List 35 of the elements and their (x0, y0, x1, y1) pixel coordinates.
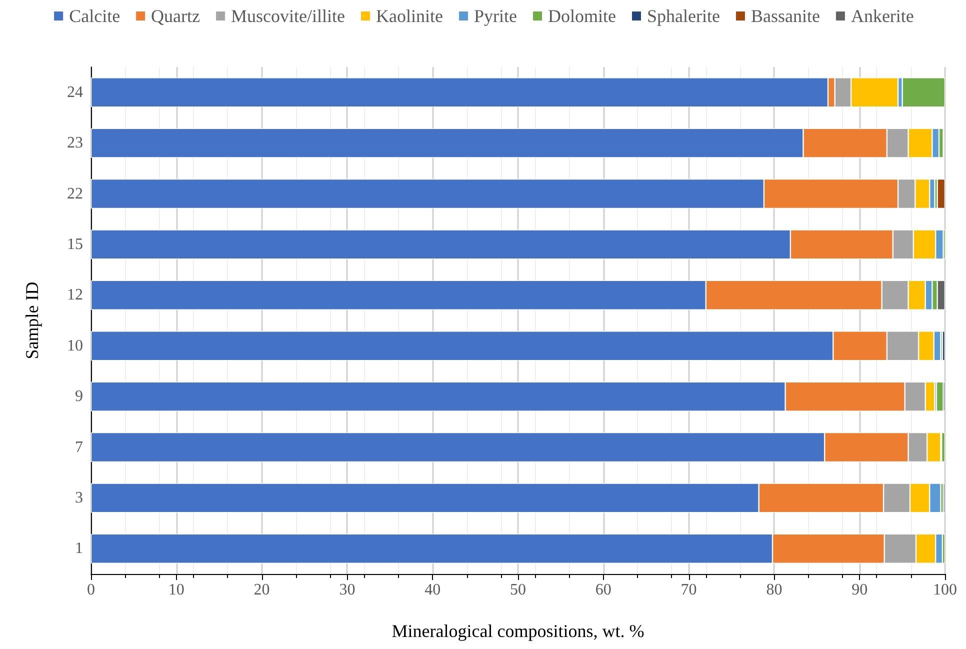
x-axis-title: Mineralogical compositions, wt. % (392, 621, 644, 641)
legend-label: Quartz (151, 6, 200, 26)
legend-label: Ankerite (850, 6, 914, 26)
legend-label: Bassanite (750, 6, 820, 26)
x-tick-label: 0 (87, 582, 95, 598)
bar (937, 179, 945, 208)
y-tick-label: 12 (67, 286, 83, 304)
x-tick-label: 60 (595, 582, 612, 598)
y-tick-label: 9 (75, 388, 83, 406)
legend-label: Kaolinite (376, 6, 444, 26)
legend-label: Calcite (69, 6, 120, 26)
legend-label: Sphalerite (646, 6, 720, 26)
x-tick-label: 90 (852, 582, 868, 598)
x-tick-label: 40 (424, 582, 441, 598)
legend-label: Muscovite/illite (231, 6, 346, 26)
bar (936, 382, 944, 412)
y-tick-label: 3 (75, 489, 83, 506)
x-tick-label: 30 (339, 582, 356, 598)
y-tick-label: 23 (67, 134, 83, 152)
y-tick-label: 22 (67, 185, 83, 202)
x-tick-label: 100 (933, 582, 957, 598)
x-tick-label: 50 (510, 582, 526, 598)
x-tick-label: 20 (254, 582, 270, 598)
y-axis-title: Sample ID (22, 282, 42, 360)
y-tick-label: 24 (67, 84, 83, 101)
x-tick-label: 80 (766, 582, 782, 598)
x-tick-label: 10 (168, 582, 184, 598)
legend-label: Pyrite (474, 6, 518, 26)
y-tick-label: 1 (75, 540, 83, 558)
y-tick-label: 10 (67, 337, 83, 354)
bar (902, 78, 945, 108)
y-tick-label: 7 (75, 438, 83, 456)
legend-label: Dolomite (548, 6, 616, 26)
y-tick-label: 15 (67, 236, 83, 253)
x-tick-label: 70 (680, 582, 697, 598)
